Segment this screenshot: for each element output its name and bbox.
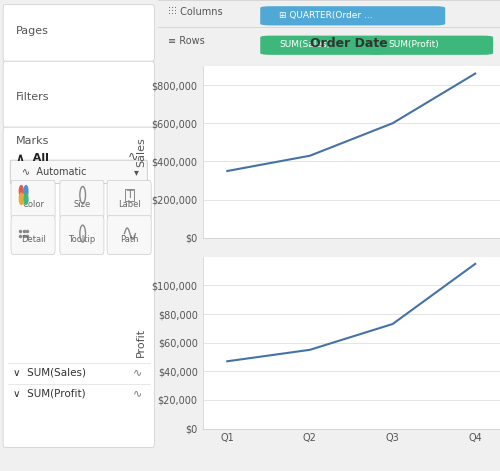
Text: ∨  SUM(Profit): ∨ SUM(Profit) (12, 388, 85, 398)
Text: Order Date: Order Date (310, 37, 388, 50)
Text: ⊞ QUARTER(Order ...: ⊞ QUARTER(Order ... (279, 11, 372, 20)
Text: T: T (126, 190, 134, 200)
Text: ∿: ∿ (128, 151, 138, 164)
Text: ≡ Rows: ≡ Rows (168, 36, 204, 46)
Y-axis label: Profit: Profit (136, 328, 146, 357)
Y-axis label: Sales: Sales (136, 137, 146, 167)
FancyBboxPatch shape (11, 180, 55, 219)
Circle shape (24, 193, 28, 204)
Text: ∨  SUM(Sales): ∨ SUM(Sales) (12, 367, 86, 377)
FancyBboxPatch shape (370, 36, 493, 55)
Text: ⁝⁝⁝ Columns: ⁝⁝⁝ Columns (168, 8, 222, 17)
Text: ∿: ∿ (132, 367, 142, 377)
Text: Pages: Pages (16, 25, 48, 36)
Text: SUM(Sales): SUM(Sales) (279, 41, 330, 49)
Text: Filters: Filters (16, 91, 49, 102)
FancyBboxPatch shape (3, 5, 154, 61)
Text: SUM(Profit): SUM(Profit) (388, 41, 440, 49)
FancyBboxPatch shape (107, 216, 151, 254)
Circle shape (20, 186, 23, 197)
Text: ∿: ∿ (132, 388, 142, 398)
FancyBboxPatch shape (60, 216, 104, 254)
Text: Path: Path (120, 235, 139, 244)
Text: Marks: Marks (16, 136, 49, 146)
Text: ▾: ▾ (134, 167, 138, 177)
Circle shape (24, 186, 28, 197)
Circle shape (20, 193, 23, 204)
FancyBboxPatch shape (10, 160, 147, 184)
FancyBboxPatch shape (260, 6, 445, 25)
Text: ∧  All: ∧ All (16, 153, 48, 163)
FancyBboxPatch shape (60, 180, 104, 219)
FancyBboxPatch shape (3, 61, 154, 127)
Text: Label: Label (118, 200, 141, 209)
Text: Color: Color (22, 200, 44, 209)
Text: Size: Size (74, 200, 90, 209)
FancyBboxPatch shape (260, 36, 384, 55)
Text: Detail: Detail (20, 235, 46, 244)
FancyBboxPatch shape (107, 180, 151, 219)
Text: Tooltip: Tooltip (68, 235, 96, 244)
FancyBboxPatch shape (3, 127, 154, 447)
Text: ∿  Automatic: ∿ Automatic (22, 167, 86, 177)
FancyBboxPatch shape (11, 216, 55, 254)
